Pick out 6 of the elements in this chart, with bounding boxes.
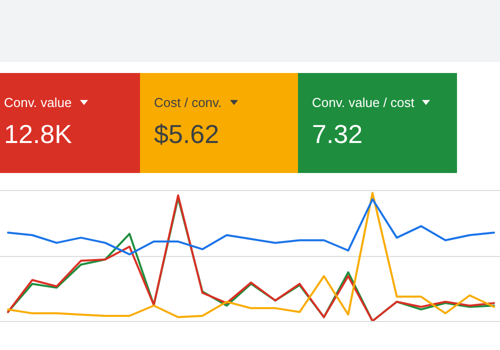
text: $5.62 (154, 119, 220, 150)
text: 12.8K (4, 119, 73, 150)
text: Cost / conv. (154, 95, 222, 110)
text: 7.32 (312, 119, 364, 150)
text: Conv. value (4, 95, 72, 110)
text: Conv. value / cost (312, 95, 414, 110)
